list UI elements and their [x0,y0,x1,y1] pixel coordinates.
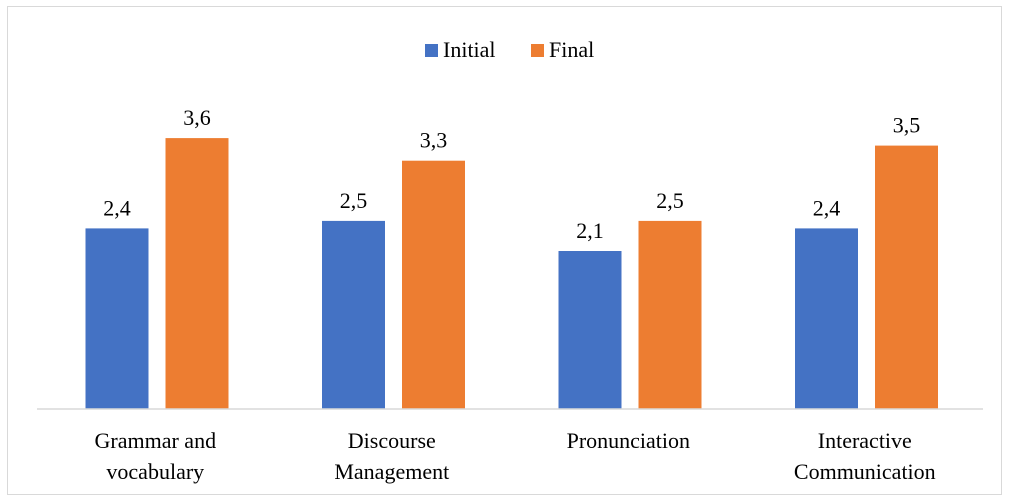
bar-initial-3 [558,251,622,409]
bar-initial-1 [85,228,149,409]
category-label-1-line-1: Grammar and [95,428,217,453]
legend-swatch-initial [425,44,438,57]
category-label-3-line-1: Pronunciation [567,428,690,453]
legend: Initial Final [425,37,594,62]
legend-label-final: Final [549,37,594,62]
value-label-final-1: 3,6 [183,105,211,130]
legend-swatch-final [531,44,544,57]
value-label-final-4: 3,5 [893,113,921,138]
bar-final-1 [165,138,229,409]
legend-label-initial: Initial [443,37,496,62]
bar-final-2 [402,160,465,409]
bar-initial-4 [795,228,858,409]
value-label-initial-1: 2,4 [103,195,131,220]
bars-group [85,138,938,409]
category-label-2-line-2: Management [334,459,449,484]
bar-final-4 [875,145,938,409]
value-label-initial-2: 2,5 [340,188,368,213]
bar-final-3 [638,220,702,409]
category-label-4-line-1: Interactive [818,428,912,453]
value-labels-group: 2,4 3,6 2,5 3,3 2,1 2,5 2,4 3,5 [103,105,920,243]
bar-initial-2 [322,220,385,409]
value-label-initial-3: 2,1 [576,218,604,243]
value-label-final-2: 3,3 [420,128,448,153]
category-labels-group: Grammar and vocabulary Discourse Management… [95,428,936,484]
category-label-1-line-2: vocabulary [106,459,204,484]
value-label-final-3: 2,5 [656,188,684,213]
category-label-4-line-2: Communication [794,459,936,484]
value-label-initial-4: 2,4 [813,195,841,220]
category-label-2-line-1: Discourse [348,428,436,453]
